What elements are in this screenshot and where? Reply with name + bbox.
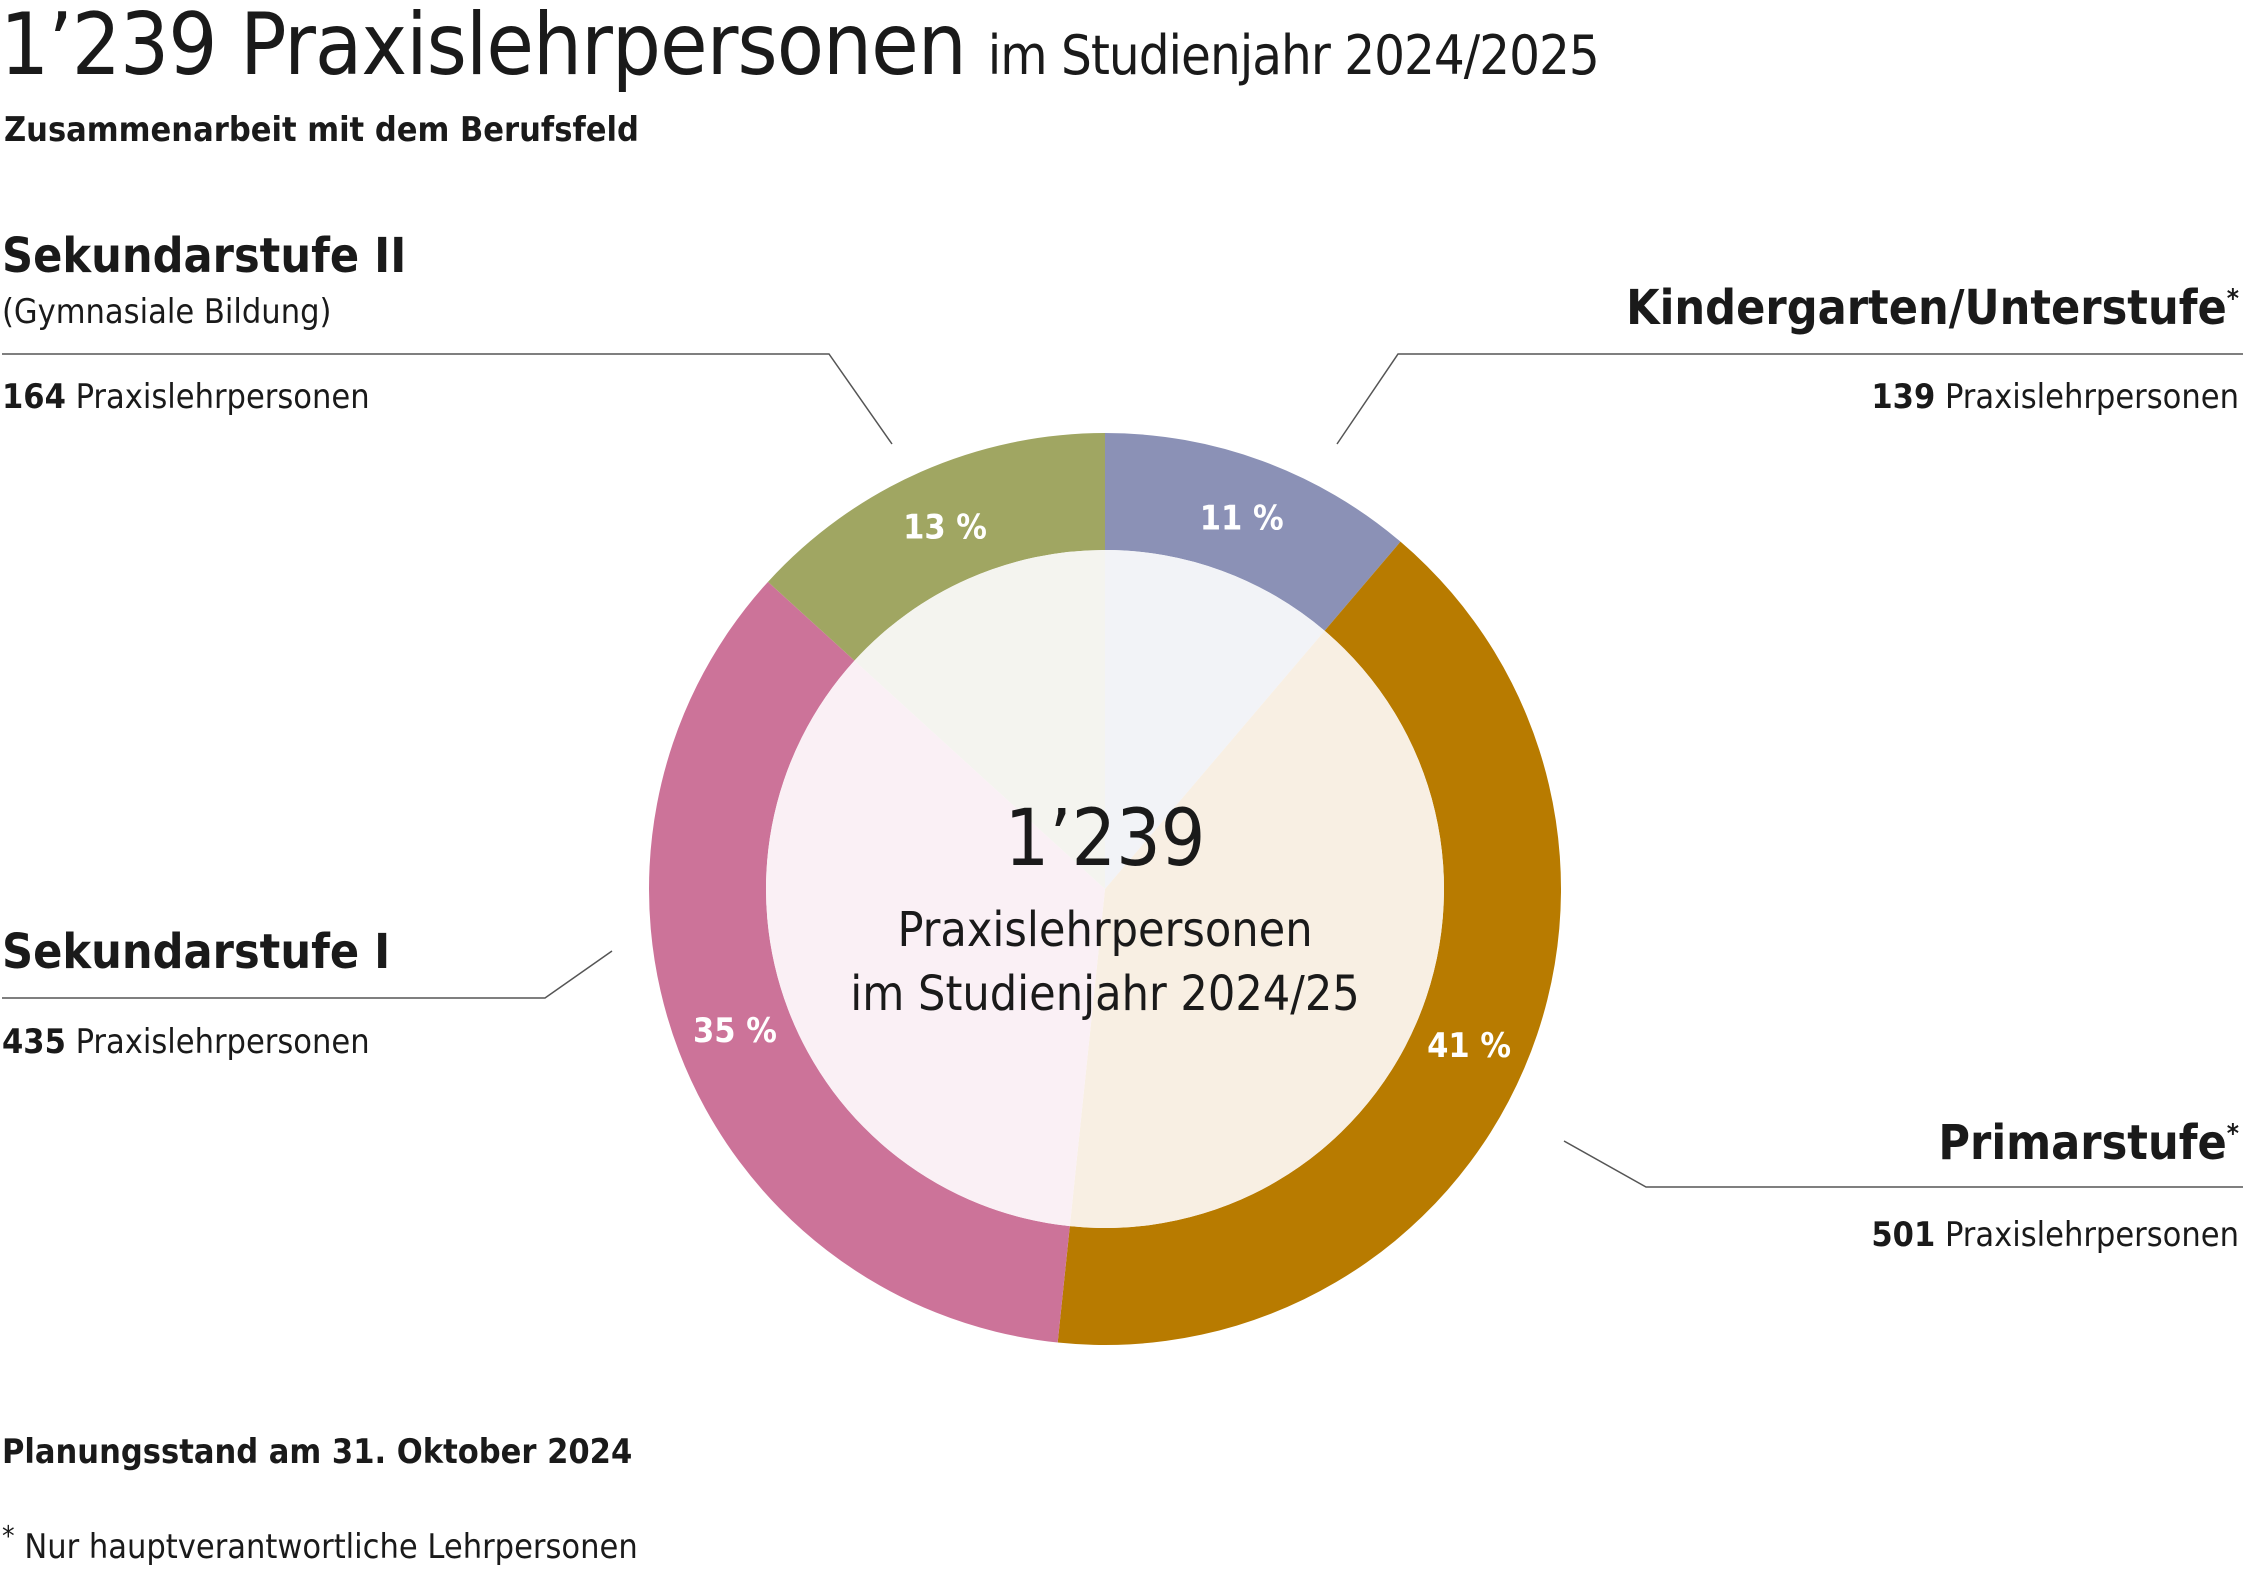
- label-kindergarten-unterstufe-text: Kindergarten/Unterstufe: [1626, 280, 2227, 336]
- label-kindergarten-footnote-mark: *: [2226, 284, 2239, 314]
- center-line-2: im Studienjahr 2024/25: [850, 966, 1360, 1022]
- footer-note: * Nur hauptverantwortliche Lehrpersonen: [2, 1522, 638, 1567]
- label-sekundarstufe-2-sub: (Gymnasiale Bildung): [2, 292, 332, 332]
- slice-sekundarstufe-ii: [767, 433, 1105, 661]
- leader-line-sekundarstufe-1: [2, 950, 613, 999]
- footer-note-text: Nur hauptverantwortliche Lehrpersonen: [24, 1527, 638, 1567]
- count-unit-sekundarstufe-2: Praxislehrpersonen: [75, 377, 370, 417]
- leader-line-primarstufe: [1563, 1140, 2243, 1188]
- count-value-primarstufe: 501: [1871, 1215, 1936, 1255]
- inner-wedge-primarstufe: [1069, 630, 1444, 1228]
- page-subtitle: Zusammenarbeit mit dem Berufsfeld: [4, 110, 639, 150]
- inner-wedge-kindergarten-unterstufe: [1105, 550, 1325, 889]
- percent-label-sekundarstufe-i: 35 %: [693, 1011, 777, 1051]
- slice-sekundarstufe-i: [649, 581, 1070, 1343]
- label-kindergarten-unterstufe: Kindergarten/Unterstufe*: [1626, 280, 2239, 336]
- label-primarstufe-text: Primarstufe: [1938, 1115, 2227, 1171]
- count-kindergarten-unterstufe: 139 Praxislehrpersonen: [1871, 377, 2239, 417]
- inner-wedge-sekundarstufe-i: [766, 660, 1105, 1227]
- leader-line-kindergarten-unterstufe: [1336, 353, 2243, 445]
- title-main: 1’239 Praxislehrpersonen: [0, 0, 967, 95]
- page-title: 1’239 Praxislehrpersonen im Studienjahr 2…: [0, 0, 1600, 101]
- count-unit-primarstufe: Praxislehrpersonen: [1944, 1215, 2239, 1255]
- footer-planning-date: Planungsstand am 31. Oktober 2024: [2, 1432, 633, 1472]
- donut-percent-labels: 11 % 41 % 35 % 13 %: [693, 498, 1511, 1065]
- count-unit-kindergarten-unterstufe: Praxislehrpersonen: [1944, 377, 2239, 417]
- count-value-kindergarten-unterstufe: 139: [1871, 377, 1936, 417]
- count-value-sekundarstufe-1: 435: [2, 1022, 66, 1062]
- label-sekundarstufe-1: Sekundarstufe I: [2, 924, 391, 980]
- label-primarstufe-footnote-mark: *: [2226, 1119, 2239, 1149]
- title-sub: im Studienjahr 2024/2025: [987, 24, 1600, 87]
- center-total: 1’239: [1005, 794, 1206, 884]
- percent-label-sekundarstufe-ii: 13 %: [903, 508, 987, 548]
- percent-label-primarstufe: 41 %: [1427, 1026, 1511, 1066]
- label-primarstufe: Primarstufe*: [1938, 1115, 2239, 1171]
- slice-primarstufe: [1057, 541, 1562, 1345]
- leader-line-sekundarstufe-2: [2, 353, 893, 445]
- footer-note-mark: *: [2, 1519, 15, 1553]
- center-line-1: Praxislehrpersonen: [897, 902, 1312, 958]
- donut-slices: [649, 433, 1562, 1345]
- label-sekundarstufe-2: Sekundarstufe II: [2, 228, 407, 284]
- count-unit-sekundarstufe-1: Praxislehrpersonen: [75, 1022, 370, 1062]
- count-sekundarstufe-2: 164 Praxislehrpersonen: [2, 377, 370, 417]
- percent-label-kindergarten-unterstufe: 11 %: [1200, 498, 1284, 538]
- count-primarstufe: 501 Praxislehrpersonen: [1871, 1215, 2239, 1255]
- inner-wedge-sekundarstufe-ii: [854, 550, 1105, 889]
- count-value-sekundarstufe-2: 164: [2, 377, 66, 417]
- count-sekundarstufe-1: 435 Praxislehrpersonen: [2, 1022, 370, 1062]
- slice-kindergarten-unterstufe: [1105, 433, 1401, 631]
